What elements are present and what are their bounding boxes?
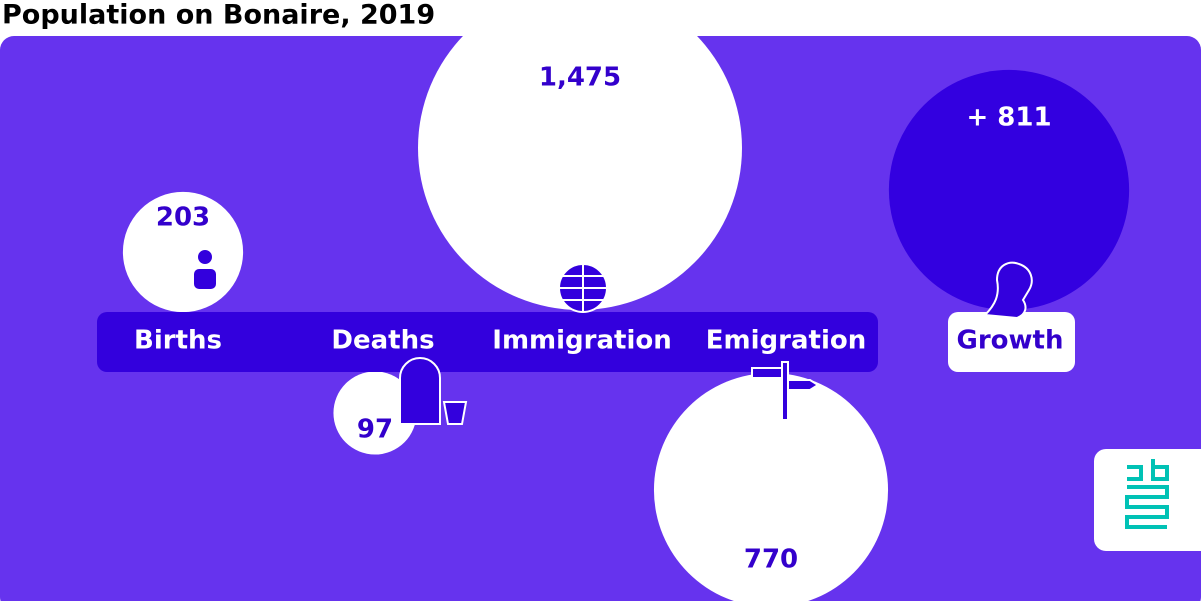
icons [192, 248, 1033, 425]
category-label: Births [134, 326, 222, 356]
category-label: Emigration [706, 326, 866, 356]
bubble [653, 372, 889, 601]
grave-icon [399, 357, 441, 425]
plant-icon [442, 401, 468, 425]
bubble [888, 69, 1130, 311]
value-label: 97 [357, 415, 393, 445]
category-label: Growth [957, 326, 1064, 356]
category-label: Immigration [492, 326, 671, 356]
bubble [333, 371, 417, 455]
value-label: 770 [744, 545, 798, 575]
labels: 203 Births 97 Deaths 1,475 Immigration 770 Emig… [134, 63, 1063, 575]
growth-box [948, 312, 1075, 372]
value-label: 1,475 [539, 63, 621, 93]
chart-title: Population on Bonaire, 2019 [2, 0, 435, 31]
category-bar [97, 312, 878, 372]
bubble [418, 36, 742, 310]
queen-icon [982, 261, 1033, 320]
logo-box [1094, 449, 1201, 551]
baby-icon [196, 248, 214, 266]
plot [122, 36, 1130, 601]
value-label: 203 [156, 203, 210, 233]
signpost-icon [751, 361, 820, 421]
logo [1125, 459, 1169, 529]
category-label: Deaths [331, 326, 434, 356]
globe-icon [559, 264, 607, 312]
value-label: + 811 [966, 103, 1051, 133]
baby-icon [192, 267, 218, 291]
